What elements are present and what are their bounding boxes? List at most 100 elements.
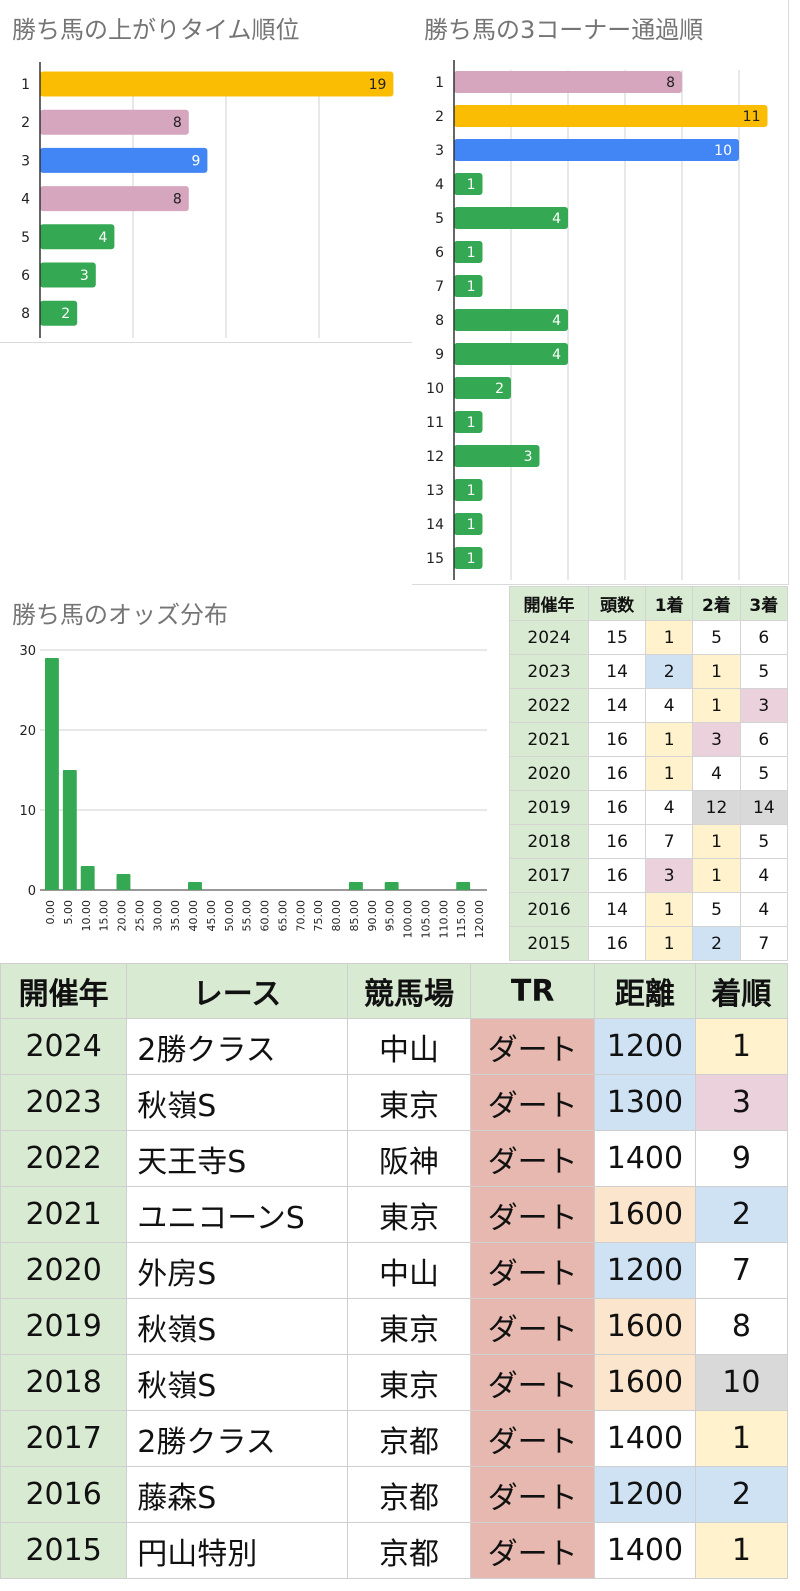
data-label: 2 — [61, 306, 70, 322]
year-cell: 2022 — [0, 1130, 128, 1187]
course-cell: 京都 — [346, 1522, 472, 1579]
table-row: 2019 16 4 12 14 — [508, 790, 789, 825]
bar — [454, 547, 483, 569]
bar — [454, 377, 511, 399]
track-cell: ダート — [470, 1354, 596, 1411]
third-pop-cell: 4 — [739, 858, 789, 893]
bar — [454, 445, 540, 467]
header-runners: 頭数 — [588, 586, 647, 621]
x-tick-label: 15.00 — [98, 900, 111, 932]
table-row: 2023 14 2 1 5 — [508, 654, 789, 689]
race-cell: 円山特別 — [126, 1522, 348, 1579]
year-cell: 2020 — [0, 1242, 128, 1299]
race-cell: 2勝クラス — [126, 1018, 348, 1075]
x-tick-label: 75.00 — [312, 900, 325, 932]
track-cell: ダート — [470, 1410, 596, 1467]
bar — [454, 343, 568, 365]
category-label: 2 — [435, 109, 444, 125]
third-pop-cell: 5 — [739, 756, 789, 791]
third-pop-cell: 5 — [739, 824, 789, 859]
odds-chart-panel: 勝ち馬のオッズ分布 0 10 20 30 0.00 5.00 10.00 15.00 20.00… — [0, 585, 508, 961]
year-cell: 2015 — [508, 926, 590, 961]
category-label: 8 — [21, 306, 30, 322]
year-cell: 2016 — [0, 1466, 128, 1523]
track-cell: ダート — [470, 1298, 596, 1355]
table-row: 2022 14 4 1 3 — [508, 688, 789, 723]
data-label: 8 — [173, 192, 182, 208]
year-cell: 2024 — [508, 620, 590, 655]
bar — [40, 186, 189, 212]
y-tick-label: 10 — [19, 804, 36, 819]
finish-cell: 1 — [694, 1410, 789, 1467]
data-label: 1 — [467, 517, 476, 533]
odds-chart: 0 10 20 30 0.00 5.00 10.00 15.00 20.00 25.00 30.00… — [19, 644, 487, 939]
first-pop-cell: 7 — [645, 824, 694, 859]
last-race-header-row: 開催年 レース 競馬場 TR 距離 着順 — [0, 963, 789, 1019]
category-label: 5 — [435, 211, 444, 227]
category-label: 1 — [21, 77, 30, 93]
bar — [62, 770, 77, 890]
table-row: 2024 15 1 5 6 — [508, 620, 789, 655]
second-pop-cell: 1 — [692, 688, 741, 723]
x-tick-label: 105.00 — [419, 900, 432, 939]
x-tick-label: 20.00 — [116, 900, 129, 932]
bar — [40, 262, 96, 288]
finish-cell: 3 — [694, 1074, 789, 1131]
table-row: 2019 秋嶺S 東京 ダート 1600 8 — [0, 1298, 789, 1355]
table-row: 2021 ユニコーンS 東京 ダート 1600 2 — [0, 1186, 789, 1243]
x-tick-label: 55.00 — [241, 900, 254, 932]
x-tick-label: 85.00 — [348, 900, 361, 932]
first-pop-cell: 4 — [645, 688, 694, 723]
year-cell: 2017 — [508, 858, 590, 893]
category-label: 1 — [435, 75, 444, 91]
race-cell: ユニコーンS — [126, 1186, 348, 1243]
table-row: 2017 16 3 1 4 — [508, 858, 789, 893]
x-tick-label: 35.00 — [169, 900, 182, 932]
data-label: 3 — [524, 449, 533, 465]
bar — [40, 71, 394, 97]
race-cell: 天王寺S — [126, 1130, 348, 1187]
third-pop-cell: 6 — [739, 620, 789, 655]
distance-cell: 1600 — [594, 1186, 696, 1243]
course-cell: 中山 — [346, 1242, 472, 1299]
data-label: 3 — [80, 268, 89, 284]
track-cell: ダート — [470, 1018, 596, 1075]
first-pop-cell: 4 — [645, 790, 694, 825]
category-label: 14 — [426, 517, 444, 533]
second-pop-cell: 5 — [692, 892, 741, 927]
header-3rd: 3着 — [739, 586, 789, 621]
bar — [454, 411, 483, 433]
year-cell: 2018 — [0, 1354, 128, 1411]
year-cell: 2023 — [0, 1074, 128, 1131]
course-cell: 京都 — [346, 1466, 472, 1523]
data-label: 19 — [369, 77, 387, 93]
bar — [454, 207, 568, 229]
category-label: 6 — [21, 268, 30, 284]
table-row: 2021 16 1 3 6 — [508, 722, 789, 757]
header-distance: 距離 — [594, 963, 696, 1019]
bar — [188, 882, 202, 890]
category-label: 15 — [426, 551, 444, 567]
distance-cell: 1400 — [594, 1130, 696, 1187]
runners-cell: 16 — [588, 926, 647, 961]
x-tick-label: 65.00 — [276, 900, 289, 932]
finish-cell: 2 — [694, 1466, 789, 1523]
bar — [454, 241, 483, 263]
runners-cell: 16 — [588, 722, 647, 757]
bar — [454, 479, 483, 501]
first-pop-cell: 1 — [645, 756, 694, 791]
corner3-chart-title: 勝ち馬の3コーナー通過順 — [424, 16, 704, 44]
second-pop-cell: 3 — [692, 722, 741, 757]
agari-rank-chart-title: 勝ち馬の上がりタイム順位 — [12, 16, 300, 44]
race-cell: 秋嶺S — [126, 1074, 348, 1131]
third-pop-cell: 3 — [739, 688, 789, 723]
data-label: 4 — [552, 347, 561, 363]
distance-cell: 1600 — [594, 1354, 696, 1411]
x-tick-label: 120.00 — [473, 900, 486, 939]
table-row: 2024 2勝クラス 中山 ダート 1200 1 — [0, 1018, 789, 1075]
header-track: TR — [470, 963, 596, 1019]
finish-cell: 2 — [694, 1186, 789, 1243]
category-label: 2 — [21, 115, 30, 131]
x-tick-label: 40.00 — [187, 900, 200, 932]
second-pop-cell: 1 — [692, 824, 741, 859]
